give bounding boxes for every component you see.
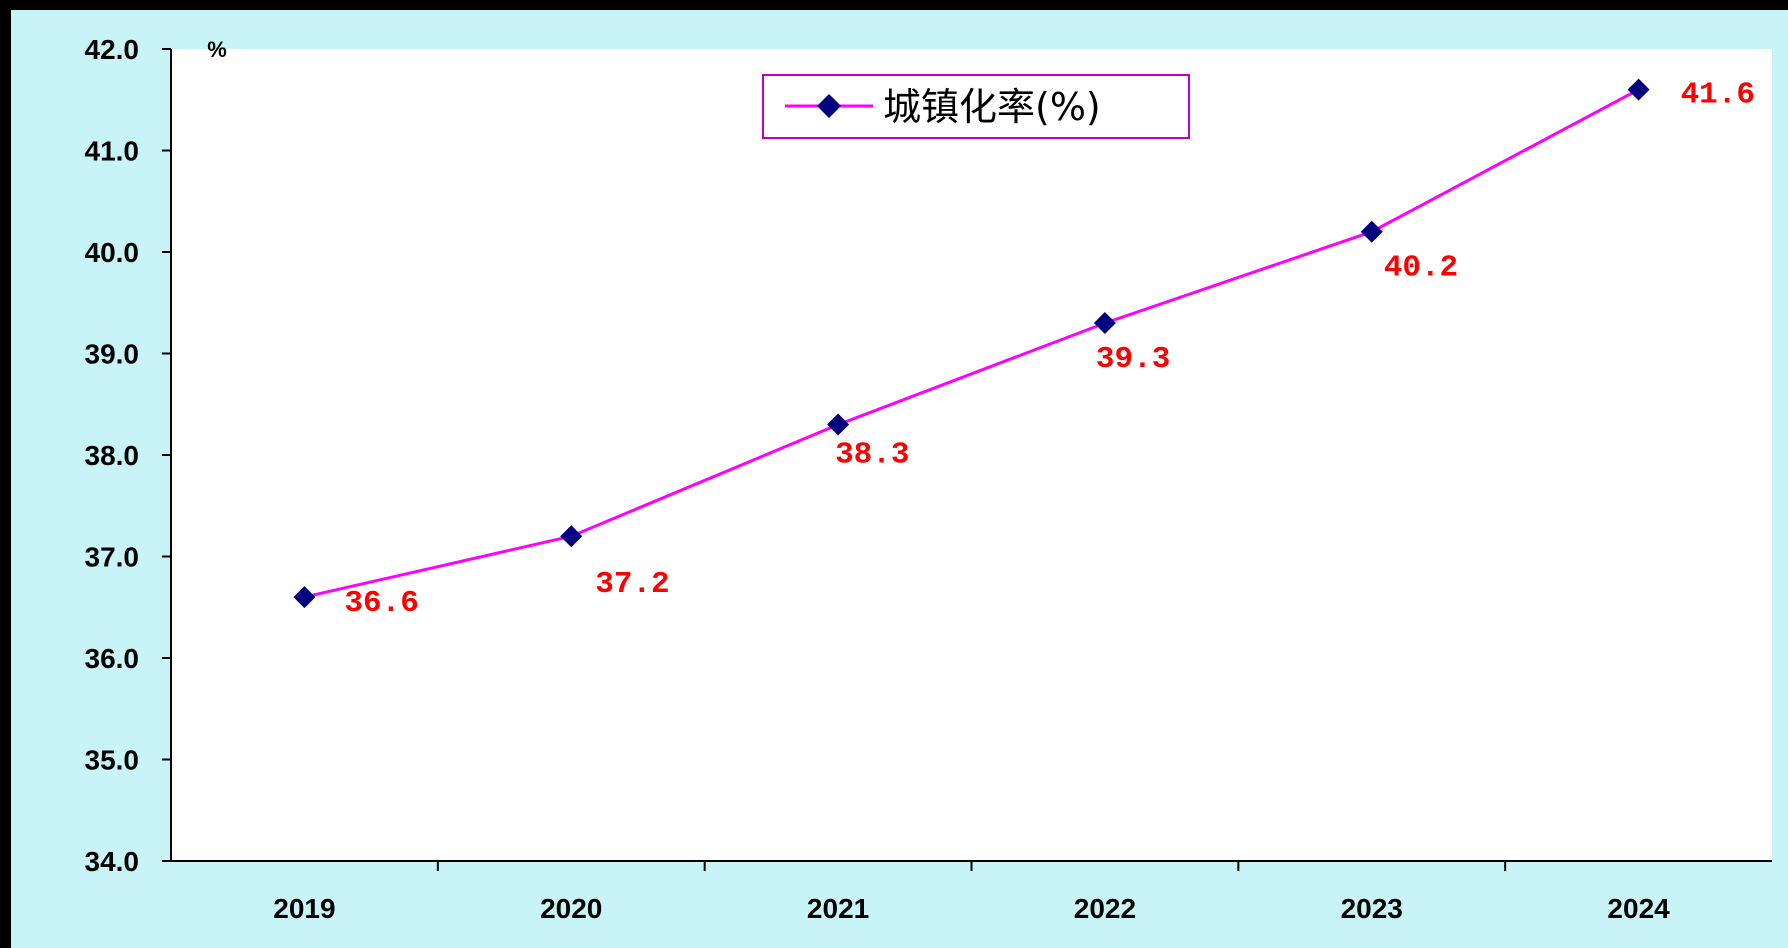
legend-marker-swatch (817, 94, 841, 118)
y-tick-label: 40.0 (85, 237, 140, 268)
x-axis-tick-labels: 2019 2020 2021 2022 2023 2024 (273, 893, 1670, 924)
y-tick-label: 42.0 (85, 34, 140, 65)
y-tick-label: 41.0 (85, 136, 140, 167)
y-axis-unit: % (207, 37, 227, 62)
data-label: 37.2 (595, 567, 669, 602)
x-tick-label: 2023 (1341, 893, 1403, 924)
y-tick-label: 36.0 (85, 643, 140, 674)
x-tick-label: 2021 (807, 893, 869, 924)
data-label: 39.3 (1096, 342, 1170, 377)
plot-area (171, 49, 1772, 861)
y-tick-label: 39.0 (85, 339, 140, 370)
axes (162, 48, 1772, 871)
data-label: 36.6 (344, 586, 418, 621)
y-tick-label: 35.0 (85, 745, 140, 776)
legend: 城镇化率(%) (762, 74, 1190, 139)
x-tick-label: 2019 (273, 893, 335, 924)
series-line (304, 88, 1640, 599)
data-point-marker (560, 525, 583, 548)
chart-frame: 34.0 35.0 36.0 37.0 38.0 39.0 40.0 41.0 42.0 201… (11, 10, 1788, 948)
legend-label: 城镇化率(%) (883, 85, 1101, 129)
data-label: 38.3 (835, 438, 909, 473)
x-tick-label: 2022 (1074, 893, 1136, 924)
line-chart: 34.0 35.0 36.0 37.0 38.0 39.0 40.0 41.0 42.0 201… (85, 34, 1772, 924)
x-tick-label: 2024 (1607, 893, 1670, 924)
data-point-marker (1093, 312, 1116, 335)
x-tick-label: 2020 (540, 893, 602, 924)
data-label: 40.2 (1384, 251, 1458, 286)
data-label: 41.6 (1681, 78, 1755, 113)
data-point-marker (827, 413, 850, 436)
data-labels: 36.6 37.2 38.3 39.3 40.2 41.6 (344, 78, 1755, 621)
y-tick-label: 34.0 (85, 846, 140, 877)
y-axis-tick-labels: 34.0 35.0 36.0 37.0 38.0 39.0 40.0 41.0 42.0 (85, 34, 140, 877)
y-tick-label: 38.0 (85, 440, 140, 471)
y-tick-label: 37.0 (85, 542, 140, 573)
data-point-marker (293, 586, 316, 609)
data-point-marker (1627, 78, 1650, 101)
series-urbanization-rate (293, 78, 1650, 609)
data-point-marker (1360, 220, 1383, 243)
